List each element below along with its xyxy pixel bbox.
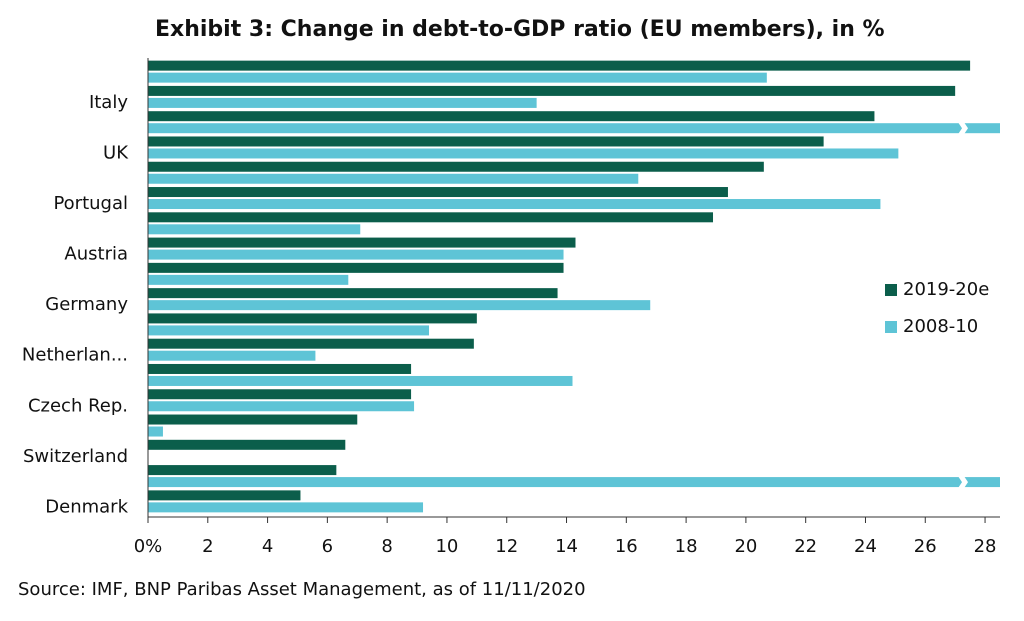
bar xyxy=(148,262,564,273)
bar xyxy=(148,389,412,400)
bar xyxy=(148,375,573,386)
x-tick-label: 14 xyxy=(555,536,578,557)
x-tick-label: 4 xyxy=(262,536,273,557)
bar xyxy=(148,161,764,172)
bar xyxy=(148,60,971,71)
source-note: Source: IMF, BNP Paribas Asset Managemen… xyxy=(18,579,586,600)
bar xyxy=(148,249,564,260)
bar xyxy=(148,300,651,311)
y-tick-label: Austria xyxy=(64,244,128,265)
y-tick-label: Netherlan... xyxy=(22,345,128,366)
bar xyxy=(148,465,337,476)
legend-swatch xyxy=(885,284,897,296)
bar xyxy=(148,111,875,122)
y-tick-label: Germany xyxy=(45,294,128,315)
x-tick-label: 2 xyxy=(202,536,213,557)
y-tick-label: Switzerland xyxy=(23,446,128,467)
x-tick-label: 18 xyxy=(675,536,698,557)
bar xyxy=(148,123,1000,134)
x-tick-label: 16 xyxy=(615,536,638,557)
bar xyxy=(148,325,430,336)
y-tick-label: UK xyxy=(103,142,129,163)
bar xyxy=(148,350,316,361)
bar xyxy=(148,85,956,96)
y-tick-label: Denmark xyxy=(45,496,128,517)
x-tick-label: 6 xyxy=(322,536,333,557)
bar xyxy=(148,338,474,349)
axis-break xyxy=(958,476,968,489)
bar xyxy=(148,401,415,412)
plot-area xyxy=(148,60,1000,513)
bar xyxy=(148,97,537,108)
bar xyxy=(148,212,714,223)
x-tick-label: 22 xyxy=(794,536,817,557)
bar xyxy=(148,288,558,299)
x-tick-label: 12 xyxy=(495,536,518,557)
x-tick-label: 10 xyxy=(435,536,458,557)
bar xyxy=(148,439,346,450)
bar xyxy=(148,426,163,437)
bar xyxy=(148,490,301,501)
bar xyxy=(148,136,824,147)
x-tick-label: 0% xyxy=(134,536,163,557)
y-tick-label: Czech Rep. xyxy=(28,395,128,416)
axis-break xyxy=(958,122,968,135)
y-tick-label: Italy xyxy=(89,92,128,113)
x-tick-label: 24 xyxy=(854,536,877,557)
bar xyxy=(148,199,881,210)
legend-label: 2019-20e xyxy=(903,279,989,300)
bar xyxy=(148,148,899,159)
bar xyxy=(148,313,477,324)
legend-label: 2008-10 xyxy=(903,316,978,337)
bar xyxy=(148,72,767,83)
bar xyxy=(148,502,424,513)
x-tick-label: 8 xyxy=(381,536,392,557)
chart-title: Exhibit 3: Change in debt-to-GDP ratio (… xyxy=(155,17,885,42)
bar xyxy=(148,224,361,235)
legend-swatch xyxy=(885,321,897,333)
bar xyxy=(148,237,576,248)
bar xyxy=(148,173,639,184)
x-tick-label: 28 xyxy=(974,536,997,557)
bar xyxy=(148,274,349,285)
bar xyxy=(148,477,1000,488)
x-tick-label: 26 xyxy=(914,536,937,557)
x-tick-label: 20 xyxy=(734,536,757,557)
bar xyxy=(148,414,358,425)
bar xyxy=(148,187,728,198)
y-tick-label: Portugal xyxy=(53,193,128,214)
bar xyxy=(148,363,412,374)
